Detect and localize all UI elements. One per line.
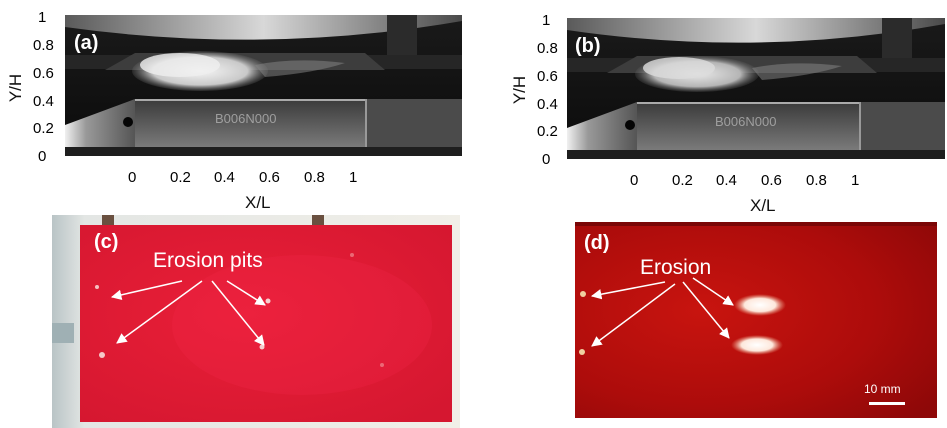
y-axis-label: Y/H [510, 75, 529, 105]
x-tick: 0 [128, 169, 137, 186]
annotation-arrow [692, 277, 734, 306]
photo-marker-text: B006N000 [215, 111, 276, 126]
x-tick: 0.4 [716, 172, 737, 189]
annotation-arrow [590, 281, 666, 300]
y-tick: 0.2 [537, 123, 558, 140]
annotation-arrow [226, 280, 266, 306]
panel-label: (a) [74, 32, 99, 54]
y-tick: 0.6 [537, 68, 558, 85]
y-tick: 0 [542, 151, 551, 168]
annotation-arrow [591, 283, 676, 347]
x-axis-label: X/L [750, 196, 776, 215]
x-tick: 0 [630, 172, 639, 189]
panel-d: (d) Erosion 10 mm [575, 222, 937, 418]
x-tick: 0.8 [806, 172, 827, 189]
y-tick: 0.4 [537, 96, 558, 113]
panel-a: 1 0.8 0.6 0.4 0.2 0 Y/H [0, 0, 470, 215]
y-tick: 0.6 [33, 65, 54, 82]
panel-label: (c) [94, 231, 119, 253]
y-tick: 0.4 [33, 93, 54, 110]
x-axis-label: X/L [245, 193, 271, 212]
eroded-sample-photo [52, 215, 460, 428]
x-tick: 0.6 [761, 172, 782, 189]
erosion-pits-annotation: Erosion pits [153, 249, 263, 272]
x-tick: 0.8 [304, 169, 325, 186]
scale-bar [869, 402, 905, 405]
y-tick: 0.2 [33, 120, 54, 137]
annotation-arrow [110, 280, 183, 301]
annotation-arrow [116, 280, 203, 344]
scale-bar-label: 10 mm [864, 382, 901, 396]
x-tick: 0.2 [672, 172, 693, 189]
panel-c: (c) Erosion pits [52, 215, 460, 428]
x-tick: 1 [851, 172, 860, 189]
x-tick: 0.6 [259, 169, 280, 186]
y-tick: 0.8 [33, 37, 54, 54]
photo-marker-text: B006N000 [715, 114, 776, 129]
y-tick: 0.8 [537, 40, 558, 57]
y-tick: 1 [38, 9, 47, 26]
annotation-arrow [211, 280, 265, 346]
panel-label: (b) [575, 35, 601, 57]
annotation-arrow [682, 281, 730, 339]
erosion-annotation: Erosion [640, 256, 712, 279]
panel-label: (d) [584, 232, 610, 254]
y-axis-label: Y/H [6, 73, 25, 103]
side-view-photo: B006N000 [65, 15, 462, 156]
y-tick: 0 [38, 148, 47, 165]
side-view-photo: B006N000 [567, 18, 945, 159]
x-tick: 0.4 [214, 169, 235, 186]
y-tick: 1 [542, 12, 551, 29]
eroded-sample-photo [575, 222, 937, 418]
x-tick: 0.2 [170, 169, 191, 186]
panel-b: 1 0.8 0.6 0.4 0.2 0 Y/H [502, 0, 947, 215]
x-tick: 1 [349, 169, 358, 186]
